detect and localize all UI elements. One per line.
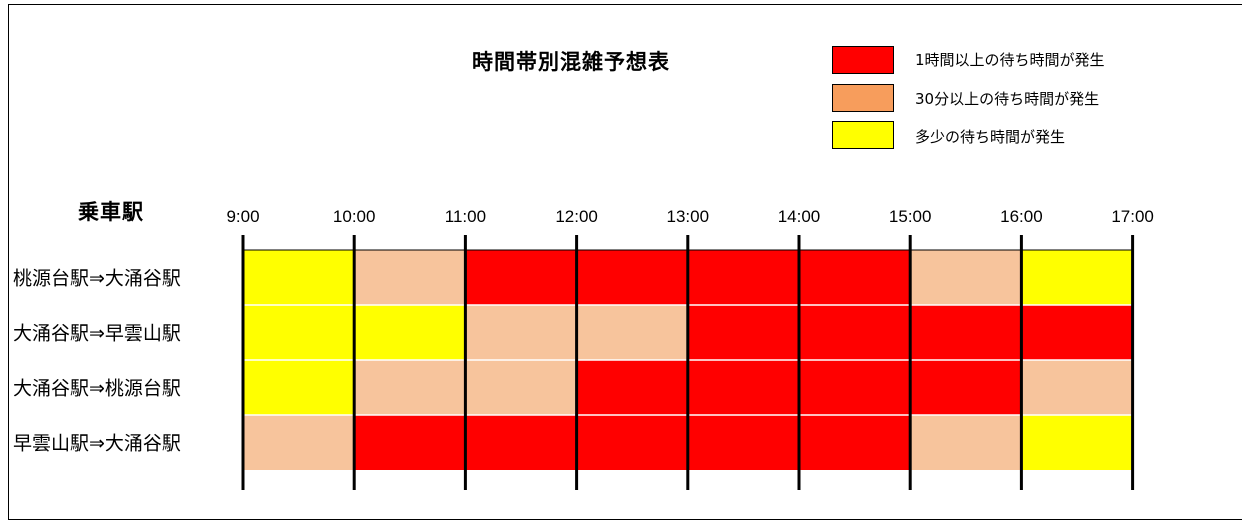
chart-frame [8,4,1242,520]
heatmap-cell-r2-c4 [687,360,799,415]
heatmap-cell-r2-c1 [354,360,466,415]
row-label: 桃源台駅⇒大涌谷駅 [13,268,181,290]
heatmap-cell-r0-c5 [799,250,911,305]
heatmap-cell-r2-c2 [465,360,577,415]
heatmap-cell-r3-c6 [910,415,1022,470]
time-tick-label: 11:00 [445,207,486,226]
time-tick-label: 9:00 [226,207,259,226]
heatmap-cell-r1-c2 [465,305,577,360]
time-tick-label: 10:00 [333,207,376,226]
heatmap-cell-r2-c0 [243,360,355,415]
heatmap-cell-r2-c5 [799,360,911,415]
heatmap-cell-r0-c1 [354,250,466,305]
heatmap-cell-r3-c0 [243,415,355,470]
heatmap-cell-r0-c3 [576,250,688,305]
heatmap-cell-r2-c3 [576,360,688,415]
heatmap-cell-r2-c7 [1021,360,1133,415]
heatmap-cell-r1-c7 [1021,305,1133,360]
station-column-header: 乗車駅 [78,200,144,224]
heatmap-cell-r1-c3 [576,305,688,360]
heatmap-cell-r0-c0 [243,250,355,305]
row-label: 大涌谷駅⇒早雲山駅 [13,323,181,345]
heatmap-cell-r0-c7 [1021,250,1133,305]
heatmap-cell-r1-c5 [799,305,911,360]
heatmap-cell-r1-c4 [687,305,799,360]
legend-label-over-30m: 30分以上の待ち時間が発生 [915,90,1100,108]
heatmap-cell-r0-c4 [687,250,799,305]
chart-title: 時間帯別混雑予想表 [472,50,670,74]
time-tick-label: 14:00 [778,207,821,226]
row-label: 早雲山駅⇒大涌谷駅 [13,433,181,455]
heatmap-cell-r3-c7 [1021,415,1133,470]
heatmap-cell-r3-c4 [687,415,799,470]
heatmap-cell-r3-c3 [576,415,688,470]
time-tick-label: 13:00 [667,207,710,226]
heatmap-cell-r3-c2 [465,415,577,470]
legend-swatch-some-wait [832,121,894,149]
legend-label-some-wait: 多少の待ち時間が発生 [915,128,1066,146]
row-label: 大涌谷駅⇒桃源台駅 [13,378,181,400]
time-tick-label: 12:00 [555,207,598,226]
heatmap-cell-r0-c6 [910,250,1022,305]
legend-swatch-over-1h [832,46,894,74]
legend-label-over-1h: 1時間以上の待ち時間が発生 [915,51,1105,69]
heatmap-cell-r1-c1 [354,305,466,360]
heatmap-cell-r1-c6 [910,305,1022,360]
time-tick-label: 16:00 [1000,207,1043,226]
heatmap-cell-r1-c0 [243,305,355,360]
legend-swatch-over-30m [832,84,894,112]
heatmap-cell-r3-c5 [799,415,911,470]
heatmap-cell-r3-c1 [354,415,466,470]
heatmap-cell-r2-c6 [910,360,1022,415]
heatmap-cell-r0-c2 [465,250,577,305]
time-tick-label: 15:00 [889,207,932,226]
time-tick-label: 17:00 [1111,207,1154,226]
